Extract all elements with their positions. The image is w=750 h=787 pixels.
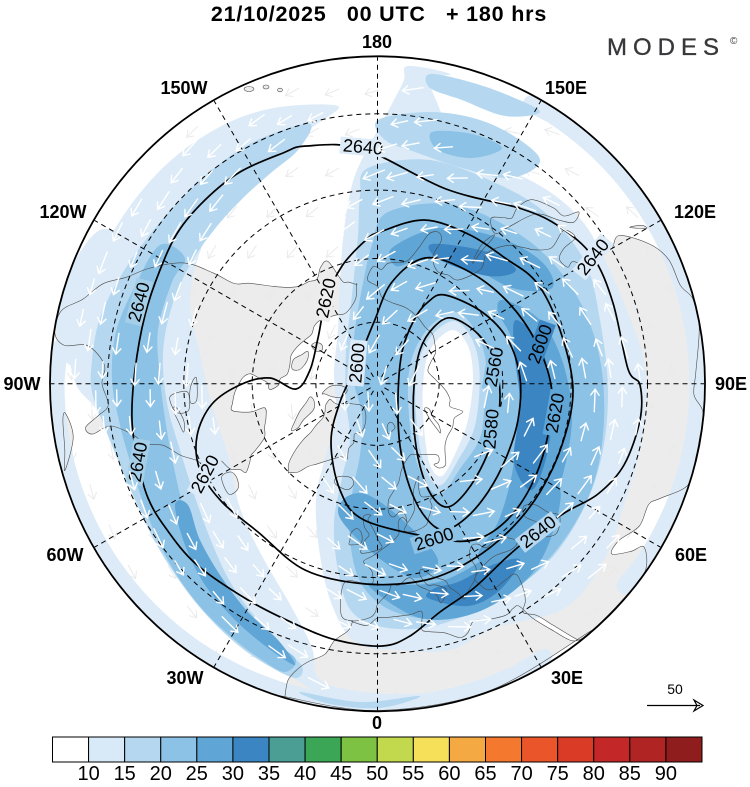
svg-text:2580: 2580 <box>479 408 502 450</box>
svg-text:45: 45 <box>330 763 352 782</box>
svg-text:80: 80 <box>583 763 605 782</box>
svg-text:120E: 120E <box>674 202 716 222</box>
svg-text:55: 55 <box>402 763 424 782</box>
svg-text:65: 65 <box>474 763 496 782</box>
svg-text:10: 10 <box>77 763 99 782</box>
svg-text:70: 70 <box>510 763 532 782</box>
svg-text:180: 180 <box>362 32 392 52</box>
svg-text:©: © <box>730 36 738 47</box>
svg-text:2640: 2640 <box>342 135 384 158</box>
svg-text:90E: 90E <box>715 374 747 394</box>
svg-text:2600: 2600 <box>345 342 368 384</box>
svg-text:0: 0 <box>372 713 382 733</box>
svg-text:60: 60 <box>438 763 460 782</box>
svg-text:150E: 150E <box>545 78 587 98</box>
svg-text:15: 15 <box>114 763 136 782</box>
svg-text:35: 35 <box>258 763 280 782</box>
svg-text:90: 90 <box>655 763 677 782</box>
svg-text:150W: 150W <box>160 78 207 98</box>
svg-text:30: 30 <box>222 763 244 782</box>
svg-text:75: 75 <box>547 763 569 782</box>
svg-text:50: 50 <box>366 763 388 782</box>
svg-text:30W: 30W <box>166 668 203 688</box>
svg-text:20: 20 <box>150 763 172 782</box>
svg-text:90W: 90W <box>3 374 40 394</box>
svg-text:30E: 30E <box>551 668 583 688</box>
svg-text:60W: 60W <box>46 545 83 565</box>
svg-text:60E: 60E <box>675 545 707 565</box>
svg-text:85: 85 <box>619 763 641 782</box>
svg-text:120W: 120W <box>39 202 86 222</box>
svg-text:40: 40 <box>294 763 316 782</box>
svg-text:50: 50 <box>667 681 683 697</box>
svg-text:25: 25 <box>186 763 208 782</box>
svg-text:MODES: MODES <box>607 34 725 61</box>
svg-text:21/10/2025 00 UTC + 180 hr: 21/10/2025 00 UTC + 180 hrs <box>211 2 547 26</box>
